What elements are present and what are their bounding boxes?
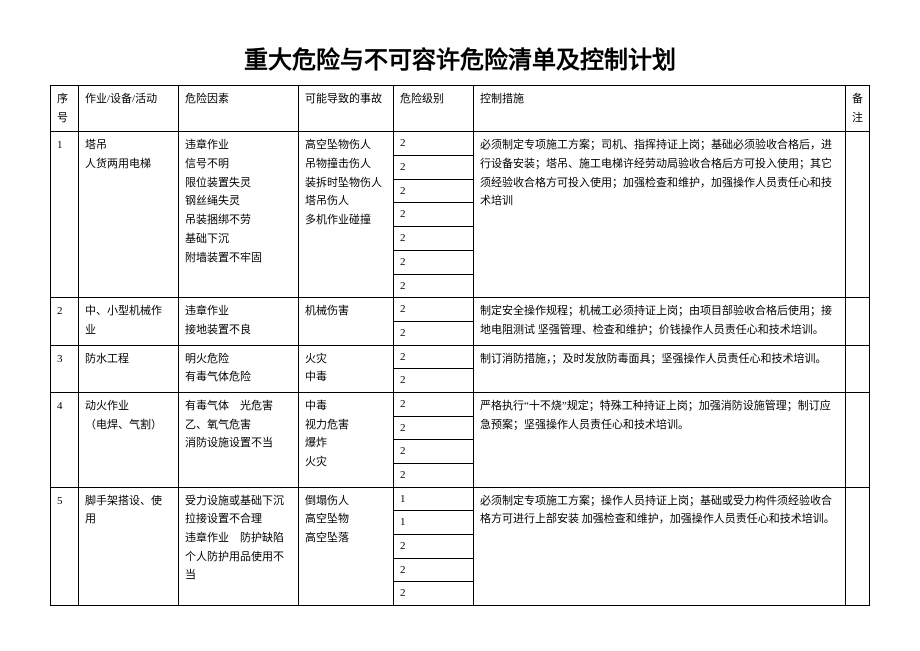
cell-note <box>846 392 870 487</box>
table-row: 2中、小型机械作业违章作业 接地装置不良机械伤害22制定安全操作规程；机械工必须… <box>51 298 870 345</box>
cell-level: 22 <box>394 298 474 345</box>
col-header-factor: 危险因素 <box>179 86 299 132</box>
level-value: 1 <box>394 511 473 535</box>
cell-control: 必须制定专项施工方案；操作人员持证上岗；基础或受力构件须经验收合格方可进行上部安… <box>474 487 846 605</box>
level-value: 2 <box>394 393 473 417</box>
cell-accident: 中毒 视力危害 爆炸 火灾 <box>299 392 394 487</box>
cell-accident: 机械伤害 <box>299 298 394 345</box>
cell-note <box>846 132 870 298</box>
cell-idx: 4 <box>51 392 79 487</box>
cell-control: 必须制定专项施工方案；司机、指挥持证上岗；基础必须验收合格后，进行设备安装；塔吊… <box>474 132 846 298</box>
level-value: 2 <box>394 464 473 487</box>
col-header-accident: 可能导致的事故 <box>299 86 394 132</box>
cell-activity: 动火作业 （电焊、气割） <box>79 392 179 487</box>
cell-activity: 中、小型机械作业 <box>79 298 179 345</box>
level-value: 2 <box>394 275 473 298</box>
cell-factor: 违章作业 信号不明 限位装置失灵 钢丝绳失灵 吊装捆绑不劳 基础下沉 附墙装置不… <box>179 132 299 298</box>
level-value: 2 <box>394 322 473 345</box>
cell-idx: 1 <box>51 132 79 298</box>
level-value: 2 <box>394 156 473 180</box>
col-header-note: 备注 <box>846 86 870 132</box>
cell-note <box>846 345 870 392</box>
level-value: 2 <box>394 298 473 322</box>
level-value: 2 <box>394 180 473 204</box>
cell-activity: 塔吊 人货两用电梯 <box>79 132 179 298</box>
col-header-level: 危险级别 <box>394 86 474 132</box>
cell-idx: 5 <box>51 487 79 605</box>
table-header-row: 序号 作业/设备/活动 危险因素 可能导致的事故 危险级别 控制措施 备注 <box>51 86 870 132</box>
level-value: 2 <box>394 227 473 251</box>
level-value: 2 <box>394 203 473 227</box>
cell-level: 11222 <box>394 487 474 605</box>
level-value: 2 <box>394 417 473 441</box>
level-value: 2 <box>394 369 473 392</box>
cell-accident: 高空坠物伤人 吊物撞击伤人 装拆时坠物伤人 塔吊伤人 多机作业碰撞 <box>299 132 394 298</box>
level-value: 2 <box>394 535 473 559</box>
cell-factor: 违章作业 接地装置不良 <box>179 298 299 345</box>
level-value: 2 <box>394 251 473 275</box>
cell-control: 严格执行“十不烧”规定；特殊工种持证上岗；加强消防设施管理；制订应急预案；坚强操… <box>474 392 846 487</box>
table-row: 3防水工程明火危险 有毒气体危险火灾 中毒22制订消防措施，；及时发放防毒面具；… <box>51 345 870 392</box>
level-value: 2 <box>394 559 473 583</box>
cell-level: 2222 <box>394 392 474 487</box>
level-value: 2 <box>394 582 473 605</box>
cell-note <box>846 487 870 605</box>
col-header-activity: 作业/设备/活动 <box>79 86 179 132</box>
page-title: 重大危险与不可容许危险清单及控制计划 <box>50 40 870 75</box>
cell-activity: 脚手架搭设、使用 <box>79 487 179 605</box>
cell-idx: 3 <box>51 345 79 392</box>
table-row: 5脚手架搭设、使用受力设施或基础下沉 拉接设置不合理 违章作业 防护缺陷 个人防… <box>51 487 870 605</box>
cell-idx: 2 <box>51 298 79 345</box>
cell-accident: 倒塌伤人 高空坠物 高空坠落 <box>299 487 394 605</box>
col-header-control: 控制措施 <box>474 86 846 132</box>
col-header-idx: 序号 <box>51 86 79 132</box>
cell-accident: 火灾 中毒 <box>299 345 394 392</box>
table-row: 4动火作业 （电焊、气割）有毒气体 光危害 乙、氧气危害 消防设施设置不当中毒 … <box>51 392 870 487</box>
level-value: 1 <box>394 488 473 512</box>
level-value: 2 <box>394 132 473 156</box>
cell-level: 22 <box>394 345 474 392</box>
cell-note <box>846 298 870 345</box>
cell-level: 2222222 <box>394 132 474 298</box>
cell-control: 制订消防措施，；及时发放防毒面具；坚强操作人员责任心和技术培训。 <box>474 345 846 392</box>
cell-control: 制定安全操作规程；机械工必须持证上岗；由项目部验收合格后使用；接地电阻测试 坚强… <box>474 298 846 345</box>
table-row: 1塔吊 人货两用电梯违章作业 信号不明 限位装置失灵 钢丝绳失灵 吊装捆绑不劳 … <box>51 132 870 298</box>
cell-activity: 防水工程 <box>79 345 179 392</box>
cell-factor: 受力设施或基础下沉 拉接设置不合理 违章作业 防护缺陷 个人防护用品使用不当 <box>179 487 299 605</box>
cell-factor: 有毒气体 光危害 乙、氧气危害 消防设施设置不当 <box>179 392 299 487</box>
cell-factor: 明火危险 有毒气体危险 <box>179 345 299 392</box>
level-value: 2 <box>394 440 473 464</box>
level-value: 2 <box>394 346 473 370</box>
hazard-table: 序号 作业/设备/活动 危险因素 可能导致的事故 危险级别 控制措施 备注 1塔… <box>50 85 870 606</box>
